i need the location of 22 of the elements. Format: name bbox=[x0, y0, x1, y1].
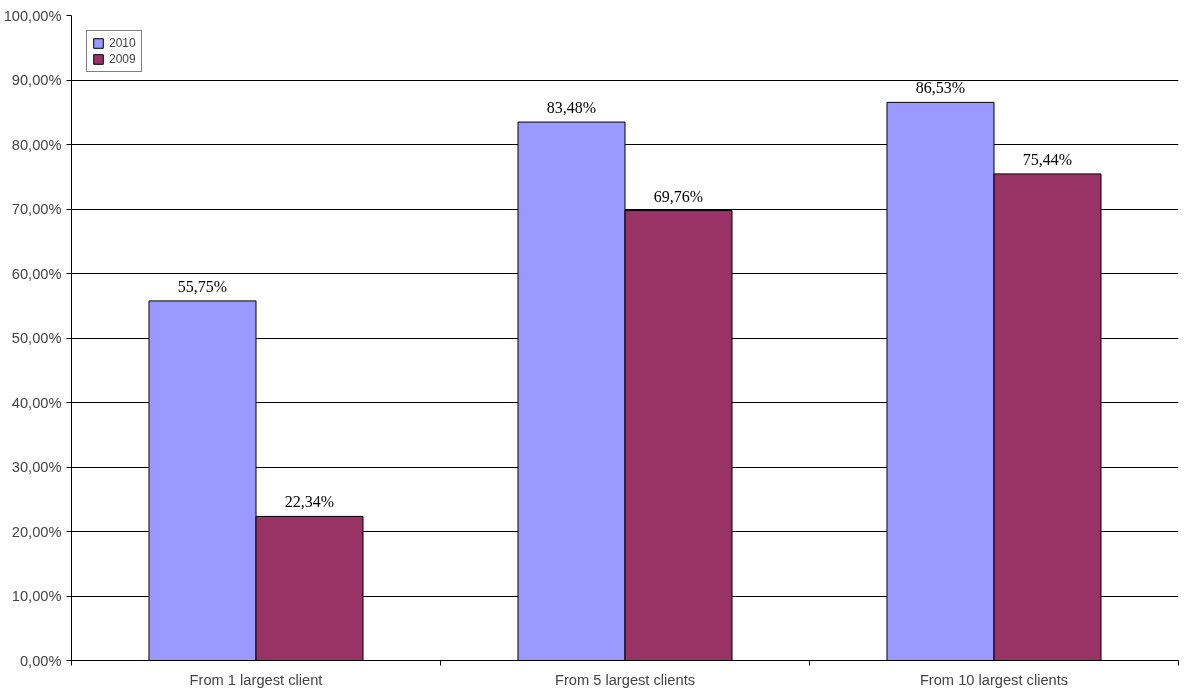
y-tick-label: 20,00% bbox=[11, 523, 62, 540]
y-tick-label: 60,00% bbox=[11, 265, 62, 282]
y-tick-label: 80,00% bbox=[11, 136, 62, 153]
legend-label: 2010 bbox=[109, 36, 136, 50]
y-tick-label: 10,00% bbox=[11, 588, 62, 604]
y-tick-label: 50,00% bbox=[11, 330, 62, 346]
legend-label: 2009 bbox=[109, 52, 136, 66]
y-tick-label: 40,00% bbox=[11, 394, 62, 411]
y-tick-label: 70,00% bbox=[11, 201, 62, 217]
data-label: 75,44% bbox=[1022, 150, 1073, 168]
y-tick-label: 100,00% bbox=[3, 7, 62, 24]
data-label: 83,48% bbox=[546, 99, 597, 117]
x-tick-label: From 5 largest clients bbox=[554, 671, 696, 688]
x-tick-label: From 10 largest clients bbox=[919, 671, 1069, 688]
data-label: 86,53% bbox=[915, 79, 966, 97]
data-label: 69,76% bbox=[653, 187, 704, 205]
y-tick-label: 90,00% bbox=[11, 72, 62, 88]
x-tick-label: From 1 largest client bbox=[189, 671, 323, 688]
data-label: 55,75% bbox=[177, 277, 228, 295]
data-label: 22,34% bbox=[284, 493, 335, 511]
y-tick-label: 30,00% bbox=[11, 459, 62, 475]
y-tick-label: 0,00% bbox=[19, 652, 62, 669]
